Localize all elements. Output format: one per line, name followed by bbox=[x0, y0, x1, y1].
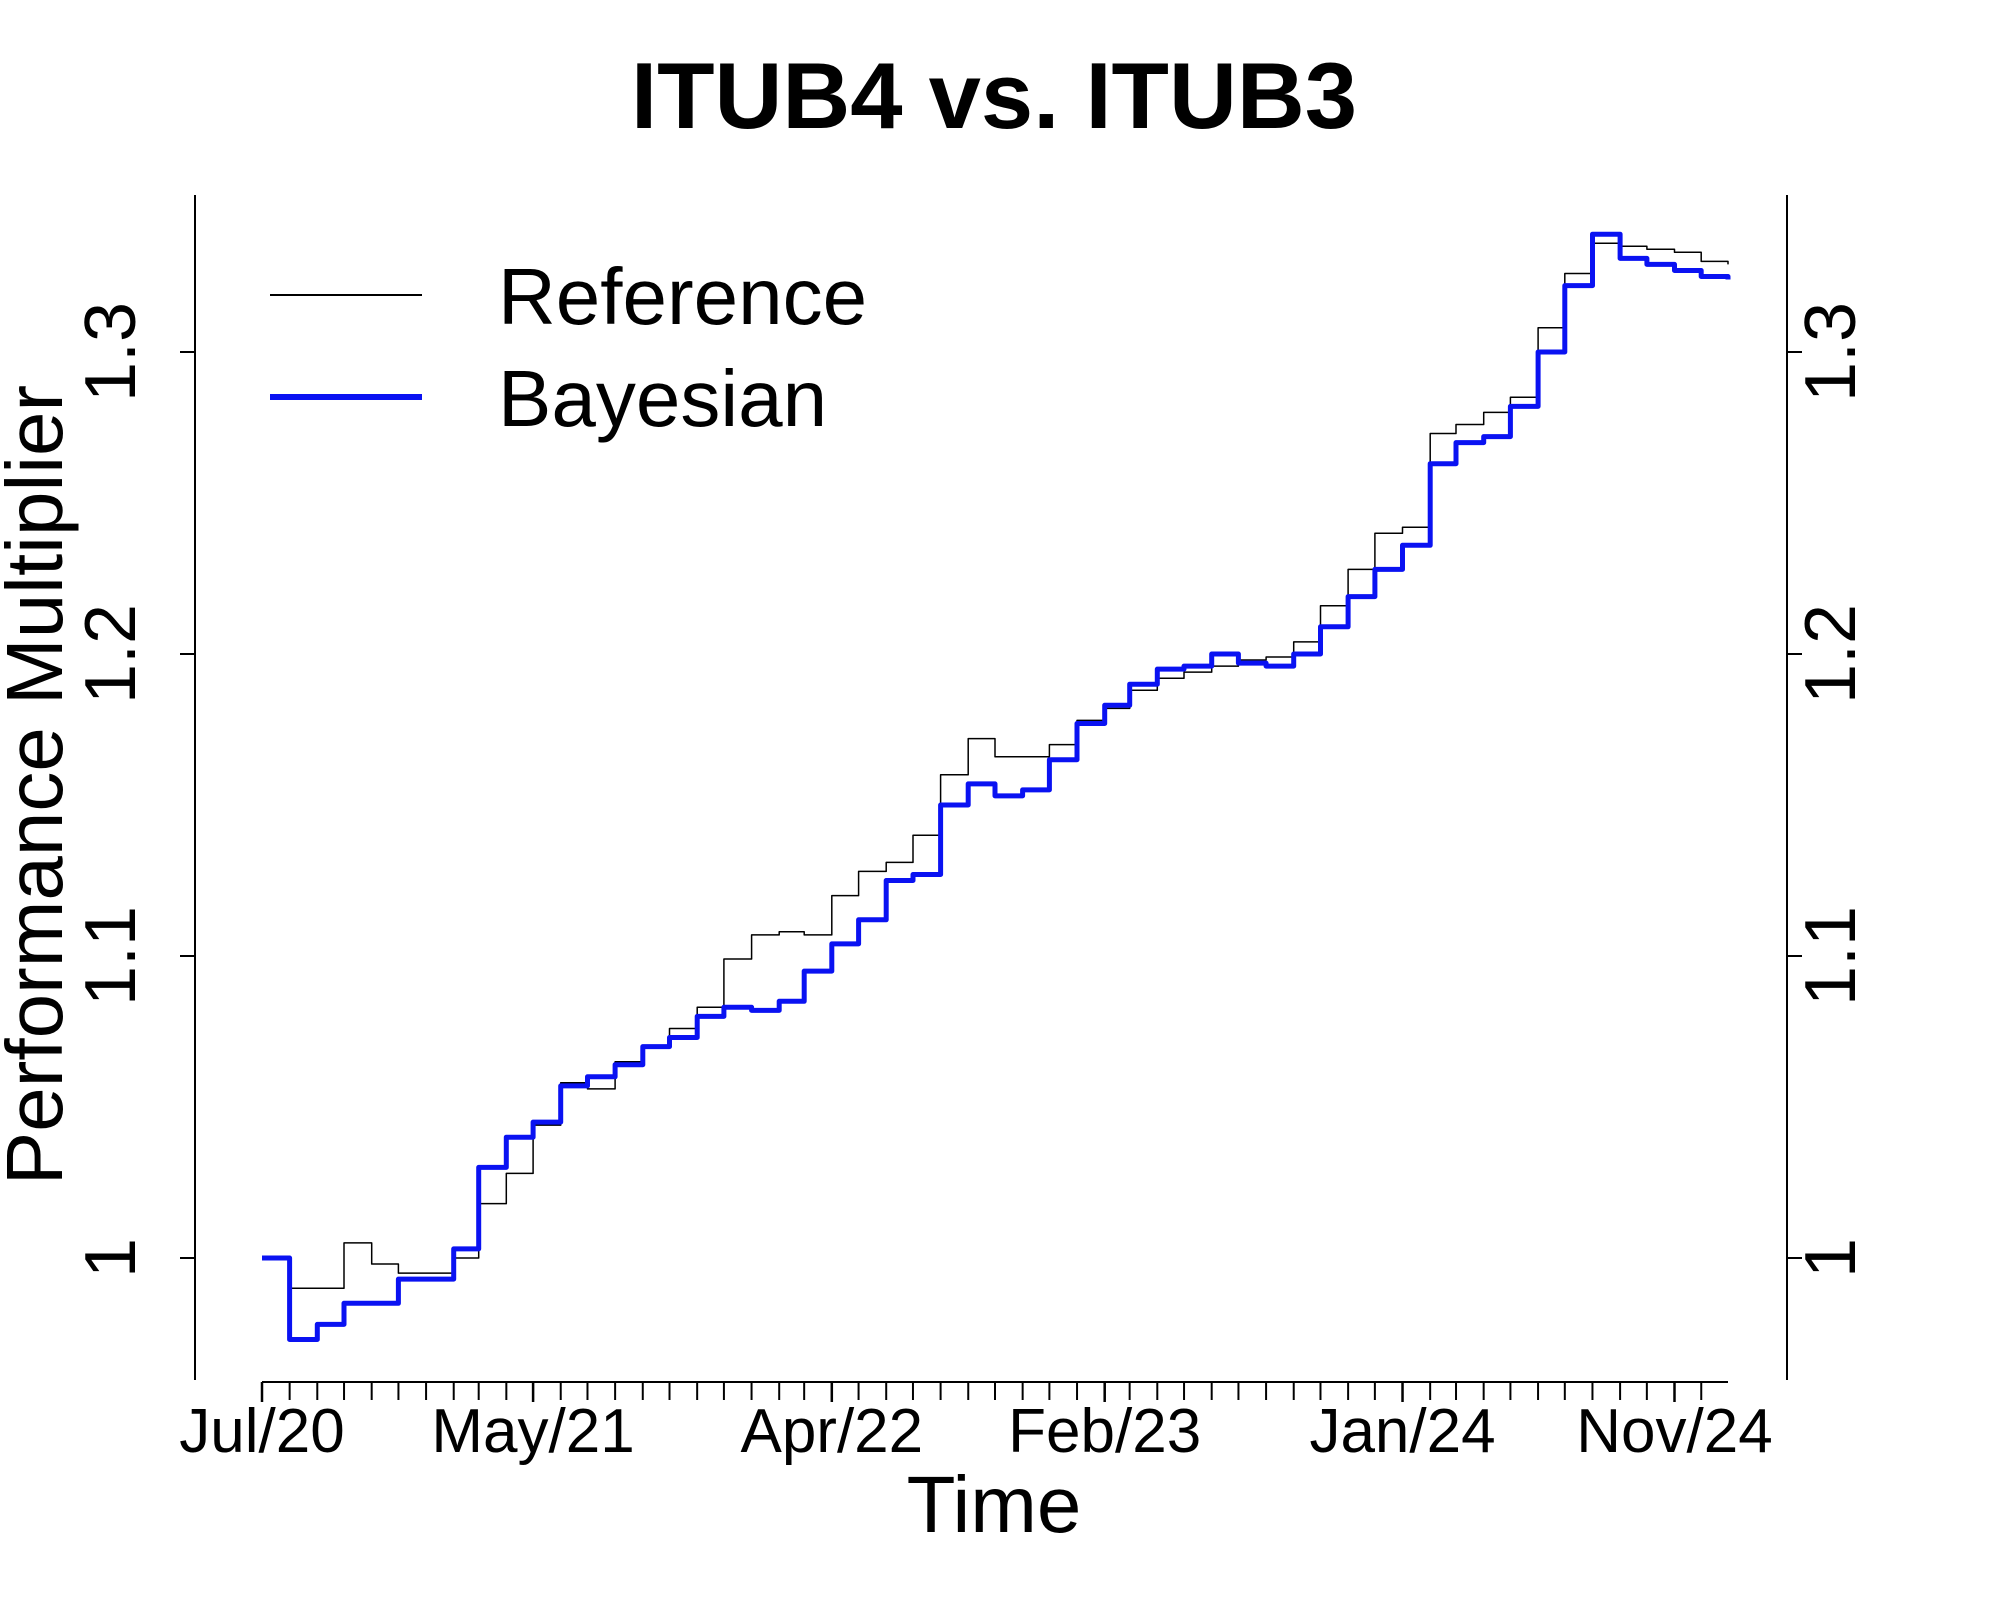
x-tick-label: Jan/24 bbox=[1309, 1397, 1495, 1466]
series-group bbox=[262, 231, 1731, 1342]
x-ticks: Jul/20 May/21 Apr/22 Feb/23 Jan/24 Nov/24 bbox=[179, 1382, 1773, 1466]
y-tick-label-left: 1.1 bbox=[71, 906, 151, 1006]
y-tick-label-right: 1 bbox=[1791, 1238, 1871, 1278]
x-axis-label: Time bbox=[907, 1460, 1082, 1549]
y-tick-label-left: 1 bbox=[71, 1238, 151, 1278]
series-line-reference bbox=[262, 242, 1729, 1289]
legend-label-bayesian: Bayesian bbox=[498, 354, 827, 443]
y-tick-label-left: 1.2 bbox=[71, 604, 151, 704]
x-tick-label: Nov/24 bbox=[1576, 1397, 1772, 1466]
x-tick-label: May/21 bbox=[431, 1397, 634, 1466]
x-tick-label: Apr/22 bbox=[740, 1397, 923, 1466]
y-axis-label: Performance Multiplier bbox=[0, 385, 79, 1185]
legend-label-reference: Reference bbox=[498, 252, 867, 341]
y-tick-label-right: 1.2 bbox=[1791, 604, 1871, 704]
chart-title: ITUB4 vs. ITUB3 bbox=[631, 43, 1357, 148]
y-ticks: 1 1 1.1 1.1 1.2 1.2 1.3 1.3 bbox=[71, 302, 1871, 1278]
y-tick-label-right: 1.3 bbox=[1791, 302, 1871, 402]
y-tick-label-left: 1.3 bbox=[71, 302, 151, 402]
x-tick-label: Feb/23 bbox=[1008, 1397, 1201, 1466]
series-line-bayesian bbox=[262, 231, 1731, 1342]
x-tick-label: Jul/20 bbox=[179, 1397, 344, 1466]
legend: Reference Bayesian bbox=[270, 252, 867, 443]
y-tick-label-right: 1.1 bbox=[1791, 906, 1871, 1006]
